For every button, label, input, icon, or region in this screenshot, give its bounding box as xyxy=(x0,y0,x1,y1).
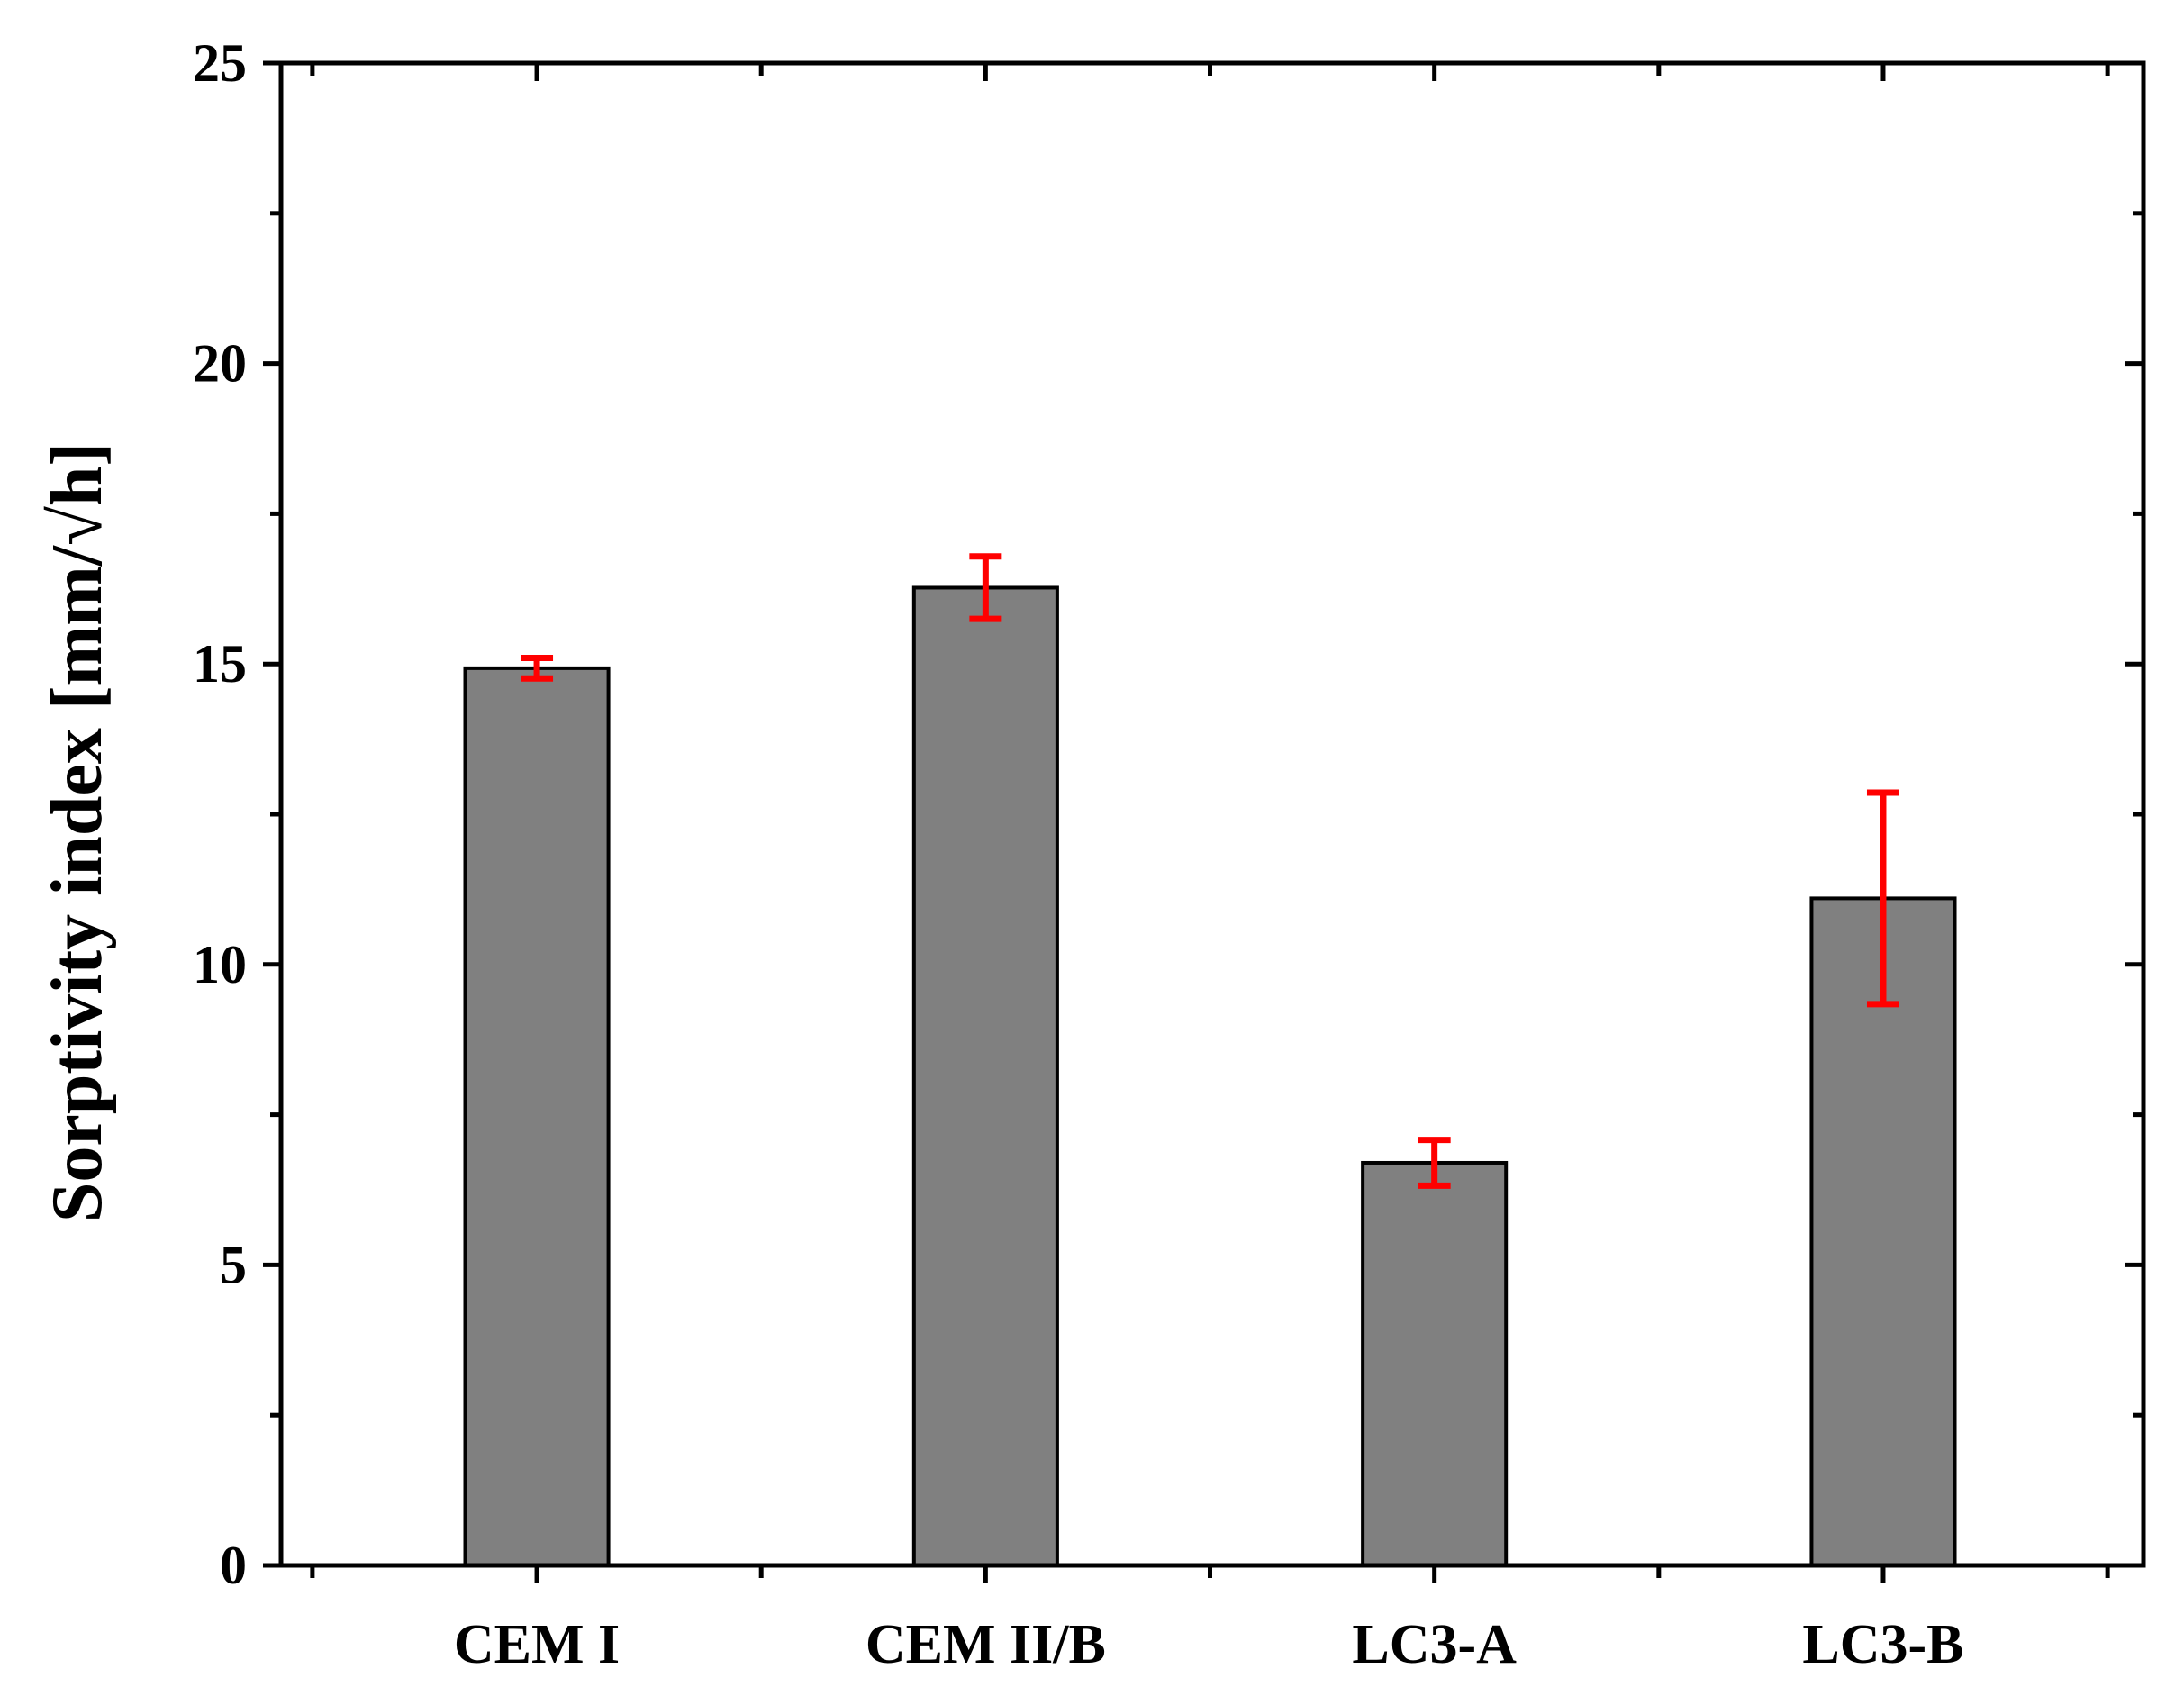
error-bar-lc3-b xyxy=(1866,789,1899,1008)
x-tick-label: CEM I xyxy=(454,1614,620,1675)
error-bar-cem-ii-b xyxy=(969,553,1002,622)
y-tick-label: 10 xyxy=(193,935,247,994)
y-tick-label: 25 xyxy=(193,33,247,93)
error-bars xyxy=(521,553,1899,1189)
axis-ticks xyxy=(263,60,2143,1583)
x-tick-label: LC3-A xyxy=(1352,1614,1517,1675)
x-tick-label: LC3-B xyxy=(1802,1614,1963,1675)
y-axis-title: Sorptivity index [mm/√h] xyxy=(38,442,117,1222)
bar-lc3-b xyxy=(1809,896,1957,1567)
y-tick-label: 15 xyxy=(193,634,247,694)
error-bar-cem-i xyxy=(521,655,554,682)
x-tick-labels: CEM I CEM II/B LC3-A LC3-B xyxy=(454,1614,1964,1675)
error-bar-lc3-a xyxy=(1418,1137,1451,1189)
bar-cem-i xyxy=(463,666,611,1567)
bar-cem-ii-b xyxy=(911,585,1059,1567)
bars xyxy=(463,585,1957,1567)
y-tick-labels: 0 5 10 15 20 25 xyxy=(193,33,247,1595)
y-tick-label: 20 xyxy=(193,334,247,394)
y-tick-label: 5 xyxy=(220,1235,247,1294)
x-tick-label: CEM II/B xyxy=(865,1614,1106,1675)
bar-lc3-a xyxy=(1361,1160,1509,1567)
y-tick-label: 0 xyxy=(220,1536,247,1595)
